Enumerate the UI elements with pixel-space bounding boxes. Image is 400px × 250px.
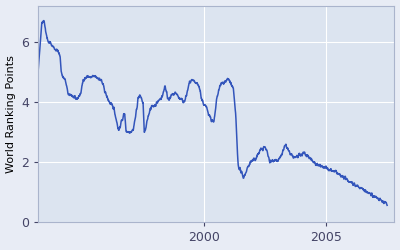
Y-axis label: World Ranking Points: World Ranking Points	[6, 55, 16, 173]
